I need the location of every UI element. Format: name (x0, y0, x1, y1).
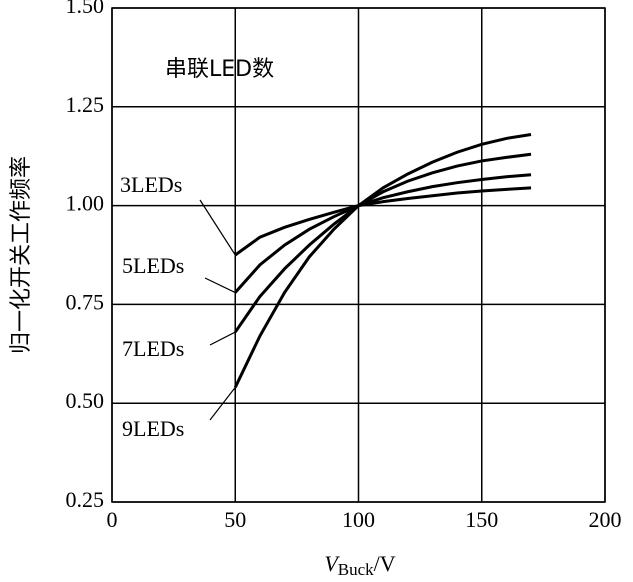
leader-line (209, 331, 236, 346)
y-tick-label: 1.50 (66, 0, 105, 18)
leader-line (199, 199, 236, 256)
x-axis-symbol: V (324, 551, 340, 576)
x-tick-label: 100 (342, 507, 375, 532)
series-line (234, 186, 532, 257)
y-tick-label: 0.25 (66, 487, 105, 512)
series-line (233, 132, 532, 389)
series-label: 7LEDs (122, 336, 184, 361)
series-label: 9LEDs (122, 416, 184, 441)
series-line (234, 152, 532, 333)
x-tick-label: 50 (224, 507, 246, 532)
x-axis-subscript: Buck (338, 560, 374, 579)
x-axis-unit: /V (374, 551, 396, 576)
x-tick-label: 0 (107, 507, 118, 532)
series-line (234, 173, 532, 294)
leader-line (204, 277, 236, 294)
y-axis-label: 归一化开关工作频率 (9, 156, 34, 354)
x-tick-label: 200 (589, 507, 622, 532)
x-axis-label: VBuck/V (324, 551, 395, 579)
series-label: 3LEDs (120, 172, 182, 197)
series-label: 5LEDs (122, 253, 184, 278)
y-tick-label: 0.50 (66, 388, 105, 413)
leader-line (209, 387, 236, 421)
y-tick-label: 1.00 (66, 191, 105, 216)
y-tick-label: 0.75 (66, 289, 105, 314)
x-tick-label: 150 (465, 507, 498, 532)
chart-title: 串联LED数 (165, 57, 274, 82)
y-tick-label: 1.25 (66, 92, 105, 117)
